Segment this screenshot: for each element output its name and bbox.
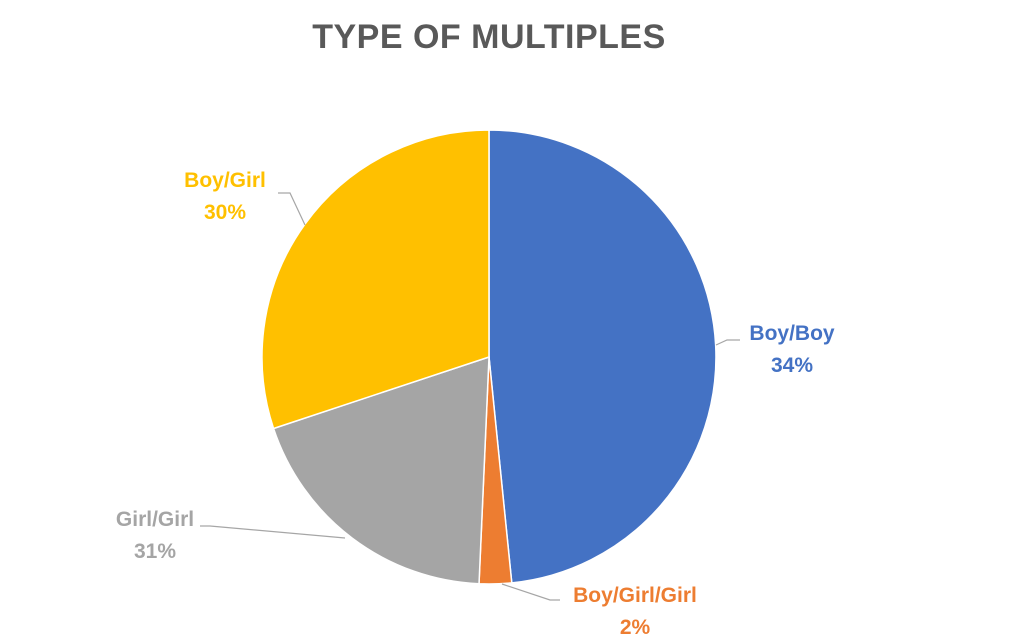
label-boy-girl-name: Boy/Girl — [184, 169, 266, 192]
label-boy-girl-girl-name: Boy/Girl/Girl — [573, 584, 697, 607]
label-boy-boy: Boy/Boy 34% — [722, 318, 862, 382]
leader-line-boy-girl — [278, 192, 306, 226]
label-girl-girl: Girl/Girl 31% — [95, 504, 215, 568]
label-boy-girl-girl: Boy/Girl/Girl 2% — [540, 580, 730, 644]
label-boy-girl: Boy/Girl 30% — [165, 165, 285, 229]
leader-line-girl-girl — [200, 525, 346, 539]
label-boy-boy-name: Boy/Boy — [749, 322, 835, 345]
leader-line-boy-girl-girl — [501, 583, 560, 601]
label-boy-girl-girl-percent: 2% — [619, 616, 651, 639]
chart-title: TYPE OF MULTIPLES — [312, 18, 666, 56]
label-boy-boy-percent: 34% — [770, 354, 814, 377]
leader-line-boy-boy — [715, 339, 740, 346]
label-boy-girl-percent: 30% — [203, 201, 247, 224]
label-girl-girl-name: Girl/Girl — [115, 508, 195, 531]
slice-girl-girl — [272, 355, 490, 585]
label-girl-girl-percent: 31% — [133, 540, 177, 563]
slice-boy-boy — [488, 129, 717, 584]
